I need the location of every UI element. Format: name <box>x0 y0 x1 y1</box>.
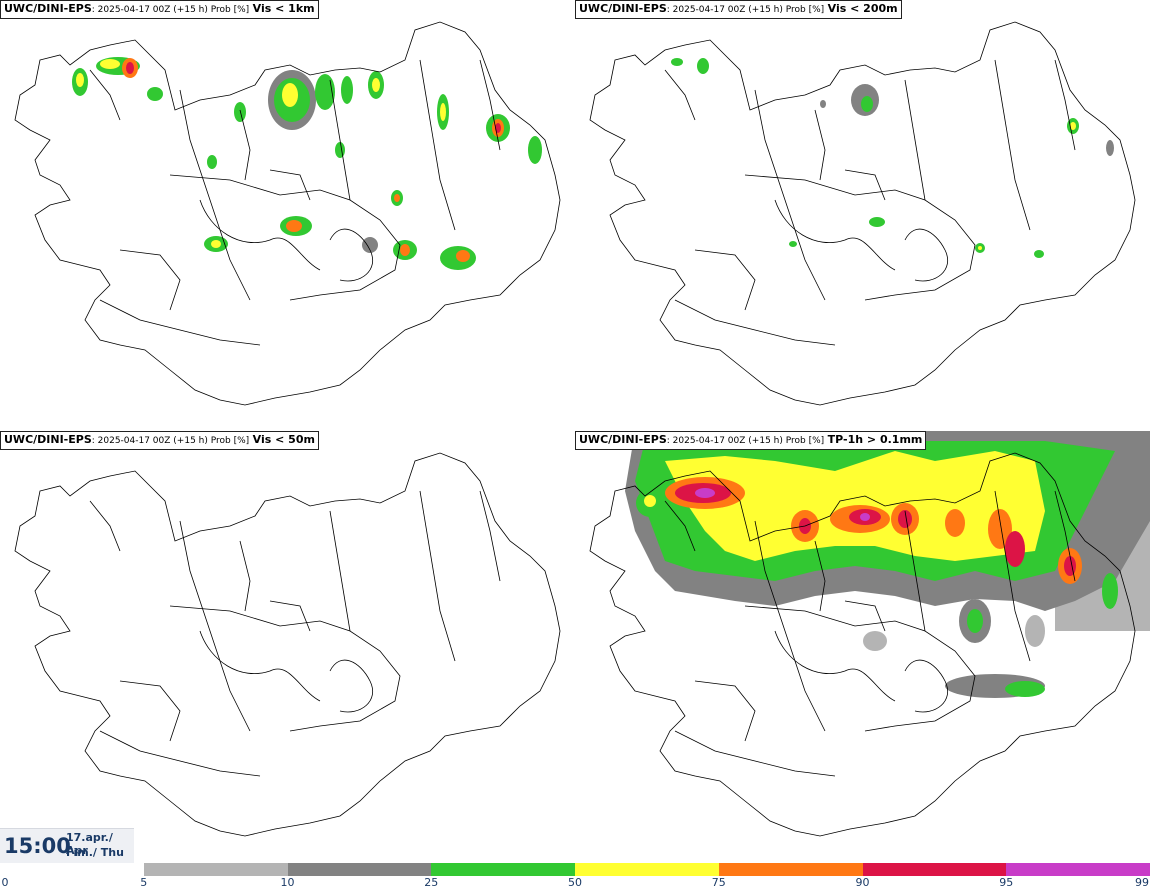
source-label: UWC/DINI-EPS <box>579 2 667 15</box>
map-vis-1km <box>14 21 561 406</box>
run-info: : 2025-04-17 00Z (+15 h) Prob [%] <box>91 5 250 15</box>
colorbar-segment <box>575 863 719 876</box>
panel-title: UWC/DINI-EPS: 2025-04-17 00Z (+15 h) Pro… <box>0 0 319 19</box>
panel-title: UWC/DINI-EPS: 2025-04-17 00Z (+15 h) Pro… <box>0 431 319 450</box>
map-vis-200m <box>589 21 1136 406</box>
map-panel-vis-50m: UWC/DINI-EPS: 2025-04-17 00Z (+15 h) Pro… <box>0 431 575 861</box>
run-info: : 2025-04-17 00Z (+15 h) Prob [%] <box>91 436 250 446</box>
colorbar-segment <box>862 863 1007 876</box>
colorbar-tick-label: 25 <box>424 876 439 889</box>
probability-colorbar: 0 5 10 25 50 75 90 95 99 <box>0 862 1150 891</box>
parameter-label: Vis < 50m <box>252 433 315 446</box>
colorbar-tick-label: 5 <box>140 876 148 889</box>
probability-field <box>72 57 542 270</box>
colorbar-tick-label: 50 <box>568 876 582 889</box>
parameter-label: TP-1h > 0.1mm <box>827 433 923 446</box>
map-panel-vis-1km: UWC/DINI-EPS: 2025-04-17 00Z (+15 h) Pro… <box>0 0 575 430</box>
colorbar-tick-label: 0 <box>1 876 9 889</box>
map-tp-1h <box>589 431 1150 837</box>
colorbar-segment <box>143 863 288 876</box>
source-label: UWC/DINI-EPS <box>579 433 667 446</box>
colorbar-segment <box>287 863 432 876</box>
map-panel-precip: UWC/DINI-EPS: 2025-04-17 00Z (+15 h) Pro… <box>575 431 1150 861</box>
colorbar-tick-label: 90 <box>855 876 870 889</box>
run-info: : 2025-04-17 00Z (+15 h) Prob [%] <box>666 5 825 15</box>
parameter-label: Vis < 200m <box>827 2 898 15</box>
colorbar-tick-label: 95 <box>999 876 1014 889</box>
colorbar-segment <box>431 863 575 876</box>
source-label: UWC/DINI-EPS <box>4 433 92 446</box>
run-info: : 2025-04-17 00Z (+15 h) Prob [%] <box>666 436 825 446</box>
map-vis-50m <box>14 452 561 837</box>
valid-weekday: Fim./ Thu <box>66 846 124 859</box>
parameter-label: Vis < 1km <box>252 2 315 15</box>
probability-field <box>625 431 1150 698</box>
colorbar-segment <box>0 863 144 876</box>
valid-time: 15:00 <box>4 834 71 858</box>
map-panel-vis-200m: UWC/DINI-EPS: 2025-04-17 00Z (+15 h) Pro… <box>575 0 1150 430</box>
colorbar-tick-label: 99 <box>1135 876 1149 889</box>
panel-title: UWC/DINI-EPS: 2025-04-17 00Z (+15 h) Pro… <box>575 431 927 450</box>
probability-field <box>671 58 1114 258</box>
panel-title: UWC/DINI-EPS: 2025-04-17 00Z (+15 h) Pro… <box>575 0 902 19</box>
colorbar-segment <box>718 863 863 876</box>
valid-date: 17.apr./ Apr <box>66 831 113 857</box>
colorbar-tick-label: 75 <box>711 876 726 889</box>
source-label: UWC/DINI-EPS <box>4 2 92 15</box>
colorbar-tick-label: 10 <box>280 876 295 889</box>
colorbar-segment <box>1006 863 1150 876</box>
valid-time-box: 15:00 17.apr./ Apr Fim./ Thu <box>0 828 134 863</box>
